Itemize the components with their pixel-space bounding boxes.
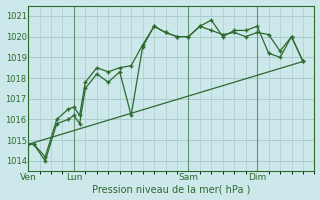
X-axis label: Pression niveau de la mer( hPa ): Pression niveau de la mer( hPa ) <box>92 184 251 194</box>
